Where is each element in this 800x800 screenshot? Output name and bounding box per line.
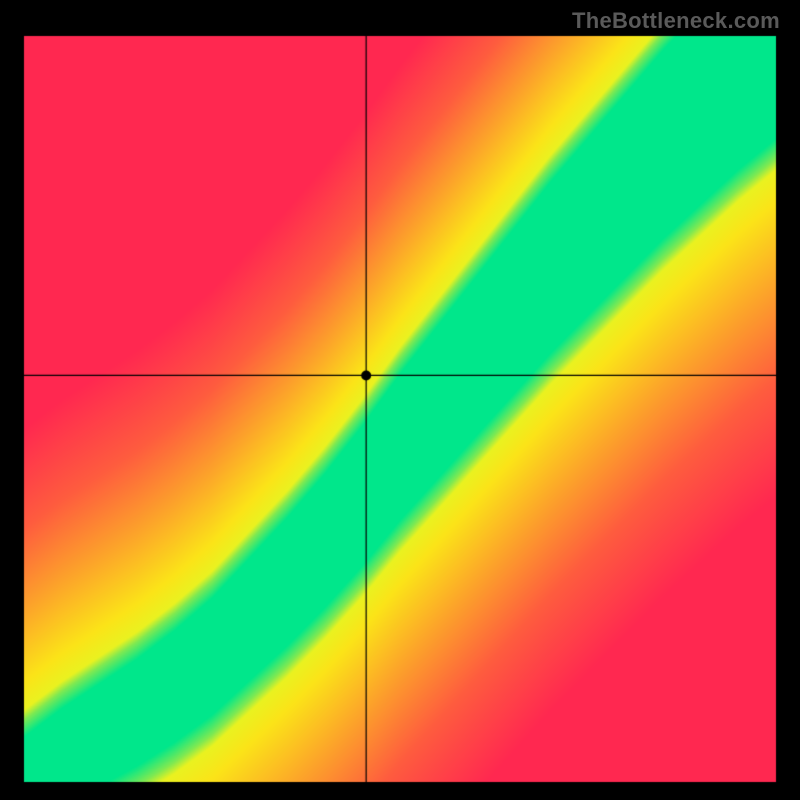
attribution-text: TheBottleneck.com	[572, 8, 780, 34]
chart-container: TheBottleneck.com	[0, 0, 800, 800]
heatmap-canvas	[0, 0, 800, 800]
